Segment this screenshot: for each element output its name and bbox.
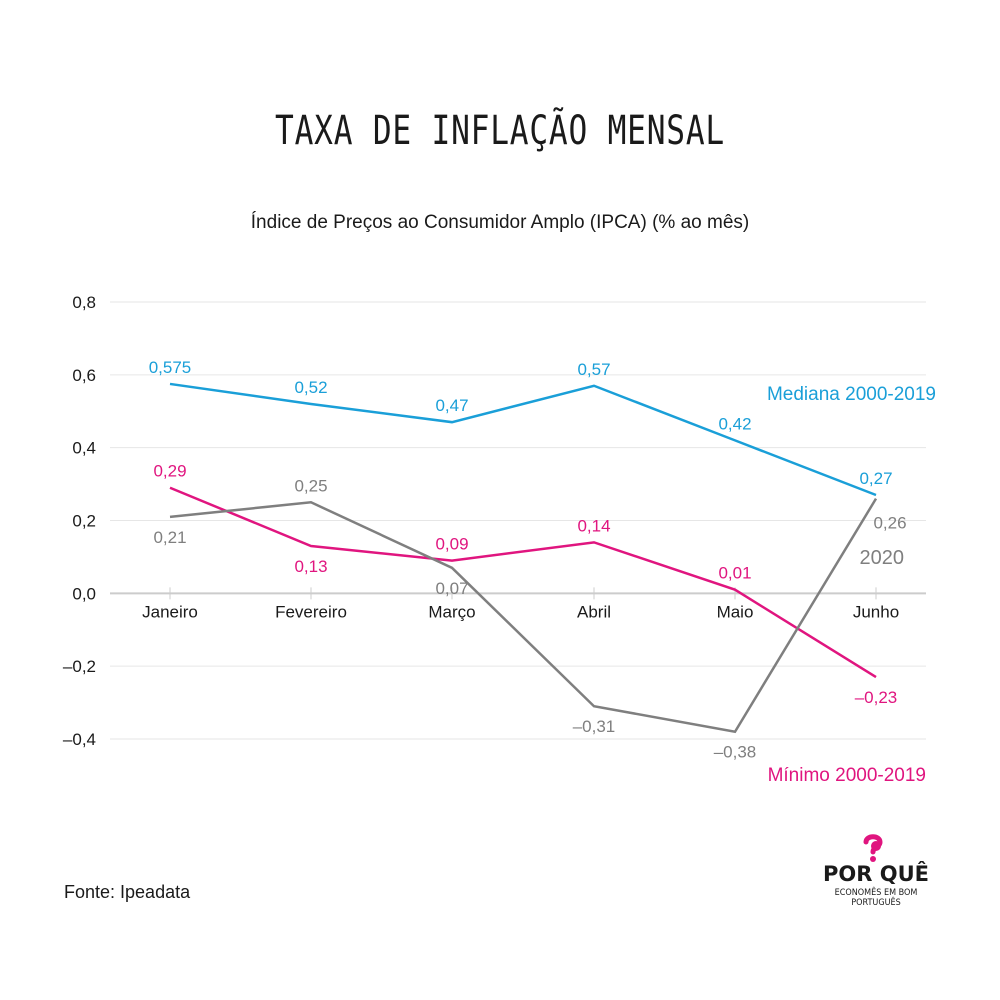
data-label: 0,07 <box>435 579 468 598</box>
series-name-label: 2020 <box>860 547 905 569</box>
data-label: 0,42 <box>718 414 751 433</box>
x-tick-label: Junho <box>853 602 899 621</box>
data-label: 0,29 <box>153 462 186 481</box>
series-line-0 <box>169 382 877 497</box>
series-name-label: Mediana 2000-2019 <box>767 384 936 405</box>
brand-logo: POR QUÊ ECONOMÊS EM BOM PORTUGUÊS <box>812 832 940 908</box>
data-label: 0,25 <box>294 476 327 495</box>
data-label: 0,47 <box>435 396 468 415</box>
logo-wordmark: POR QUÊ <box>823 862 929 886</box>
x-tick-label: Janeiro <box>142 602 198 621</box>
question-mark-piggy-icon <box>863 834 883 862</box>
data-label: 0,57 <box>577 360 610 379</box>
data-label: 0,13 <box>294 557 327 576</box>
source-note: Fonte: Ipeadata <box>64 882 191 902</box>
data-label: –0,38 <box>714 743 757 762</box>
chart-subtitle: Índice de Preços ao Consumidor Amplo (IP… <box>250 212 750 233</box>
y-tick-label: 0,8 <box>72 293 96 312</box>
data-label: –0,31 <box>573 717 616 736</box>
y-tick-label: 0,0 <box>72 584 96 603</box>
series-line-2 <box>169 498 878 734</box>
data-label: 0,14 <box>577 516 610 535</box>
x-tick-label: Fevereiro <box>275 602 347 621</box>
data-label: 0,21 <box>153 528 186 547</box>
data-label: 0,575 <box>149 358 192 377</box>
x-tick-label: Abril <box>577 602 611 621</box>
x-tick-label: Março <box>428 602 475 621</box>
data-label: –0,23 <box>855 688 898 707</box>
chart-title: TAXA DE INFLAÇÃO MENSAL <box>275 108 725 154</box>
data-label: 0,01 <box>718 564 751 583</box>
y-tick-label: 0,4 <box>72 439 96 458</box>
data-label: 0,26 <box>873 514 906 533</box>
x-tick-label: Maio <box>717 602 754 621</box>
series-line-1 <box>169 486 877 679</box>
data-label: 0,52 <box>294 378 327 397</box>
y-tick-label: 0,2 <box>72 512 96 531</box>
y-tick-label: 0,6 <box>72 366 96 385</box>
series-name-label: Mínimo 2000-2019 <box>768 765 926 786</box>
y-tick-label: –0,4 <box>63 730 96 749</box>
y-tick-label: –0,2 <box>63 657 96 676</box>
data-label: 0,27 <box>859 469 892 488</box>
logo-tagline: ECONOMÊS EM BOM PORTUGUÊS <box>834 888 918 908</box>
data-label: 0,09 <box>435 535 468 554</box>
